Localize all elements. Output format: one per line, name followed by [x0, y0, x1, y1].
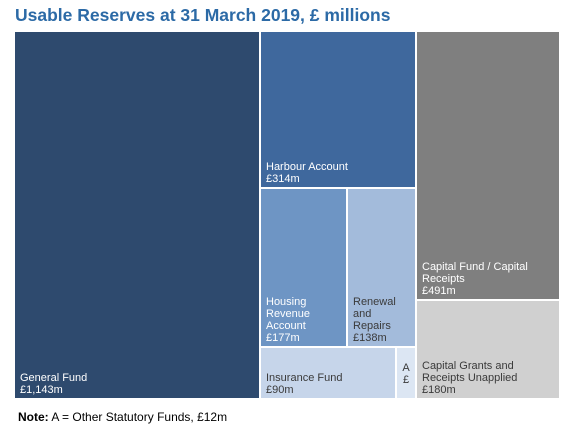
treemap-rect-capital — [417, 32, 559, 299]
treemap-label-renewal-0: Renewal — [353, 296, 396, 308]
treemap-label-hra-3: £177m — [266, 332, 300, 344]
treemap-rect-other — [397, 348, 415, 398]
treemap-label-capital-0: Capital Fund / Capital — [422, 261, 528, 273]
treemap-label-capital-1: Receipts — [422, 273, 465, 285]
chart-title: Usable Reserves at 31 March 2019, £ mill… — [15, 5, 391, 25]
treemap-label-harbour-1: £314m — [266, 173, 300, 185]
treemap-label-renewal-2: Repairs — [353, 320, 391, 332]
treemap-rect-insurance — [261, 348, 395, 398]
treemap-label-other-0: A — [402, 362, 410, 374]
treemap-label-harbour-0: Harbour Account — [266, 161, 348, 173]
chart-note: Note: A = Other Statutory Funds, £12m — [18, 410, 227, 424]
note-text: A = Other Statutory Funds, £12m — [48, 410, 228, 424]
treemap-rect-general — [15, 32, 259, 398]
treemap-tile-general: General Fund£1,143m — [15, 32, 259, 398]
treemap-tile-insurance: Insurance Fund£90m — [261, 348, 395, 398]
treemap-label-grants-2: £180m — [422, 384, 456, 396]
treemap-label-general-1: £1,143m — [20, 384, 63, 396]
note-label: Note: — [18, 410, 49, 424]
treemap-label-other-1: £ — [403, 374, 409, 386]
treemap-label-renewal-1: and — [353, 308, 371, 320]
treemap-rect-grants — [417, 301, 559, 398]
treemap-rect-harbour — [261, 32, 415, 187]
treemap-label-hra-2: Account — [266, 320, 306, 332]
treemap-label-hra-1: Revenue — [266, 308, 310, 320]
treemap-label-general-0: General Fund — [20, 372, 87, 384]
treemap-label-capital-2: £491m — [422, 285, 456, 297]
treemap-label-grants-1: Receipts Unapplied — [422, 372, 517, 384]
treemap-label-insurance-1: £90m — [266, 384, 294, 396]
treemap-rect-hra — [261, 189, 346, 346]
treemap-label-grants-0: Capital Grants and — [422, 360, 514, 372]
treemap-label-renewal-3: £138m — [353, 332, 387, 344]
treemap-label-insurance-0: Insurance Fund — [266, 372, 342, 384]
treemap-tile-harbour: Harbour Account£314m — [261, 32, 415, 187]
treemap-tile-other: A£ — [397, 348, 415, 398]
treemap-rect-renewal — [348, 189, 415, 346]
treemap-label-hra-0: Housing — [266, 296, 306, 308]
